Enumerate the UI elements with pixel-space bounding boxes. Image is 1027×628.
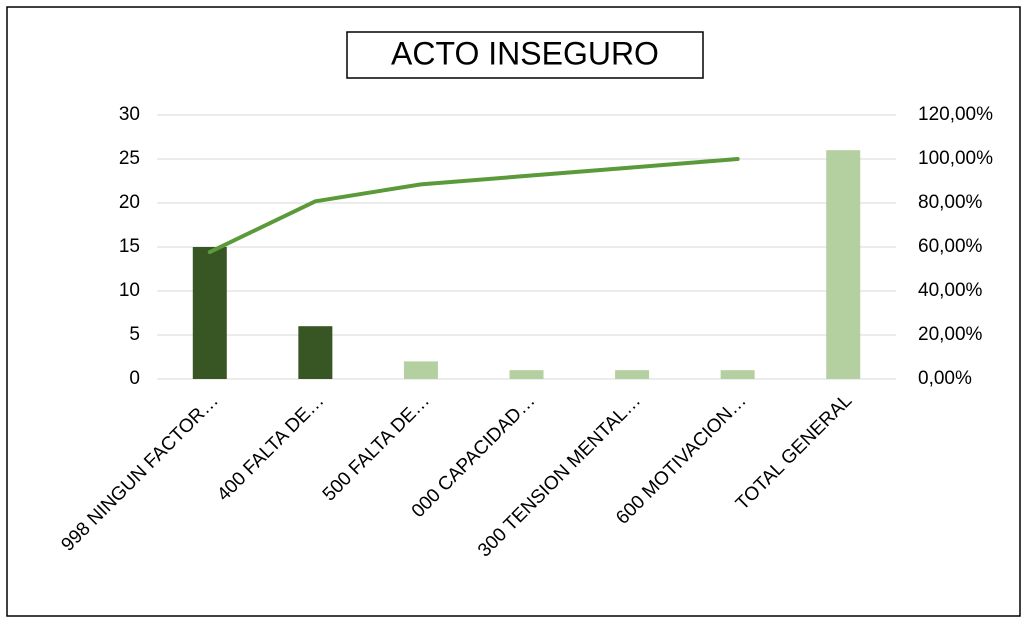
y-tick-label: 0	[129, 368, 140, 389]
bar	[826, 150, 861, 379]
y-tick-label: 5	[129, 324, 140, 345]
line	[207, 157, 740, 255]
bar	[509, 370, 544, 379]
y2-tick-label: 60,00%	[918, 236, 983, 257]
y2-tick-label: 120,00%	[918, 104, 993, 125]
chart-title: ACTO INSEGURO	[391, 35, 659, 71]
bar	[615, 370, 650, 379]
y2-tick-label: 100,00%	[918, 148, 993, 169]
y2-tick-label: 20,00%	[918, 324, 983, 345]
y-tick-label: 25	[119, 148, 140, 169]
y-tick-label: 30	[119, 104, 140, 125]
bar	[720, 370, 755, 379]
bar	[192, 247, 227, 379]
bar	[298, 326, 333, 379]
bar	[403, 361, 438, 379]
y2-tick-label: 40,00%	[918, 280, 983, 301]
y-tick-label: 10	[119, 280, 140, 301]
title-box	[346, 31, 704, 79]
y2-tick-label: 80,00%	[918, 192, 983, 213]
y-tick-label: 15	[119, 236, 140, 257]
y2-tick-label: 0,00%	[918, 368, 972, 389]
y-tick-label: 20	[119, 192, 140, 213]
